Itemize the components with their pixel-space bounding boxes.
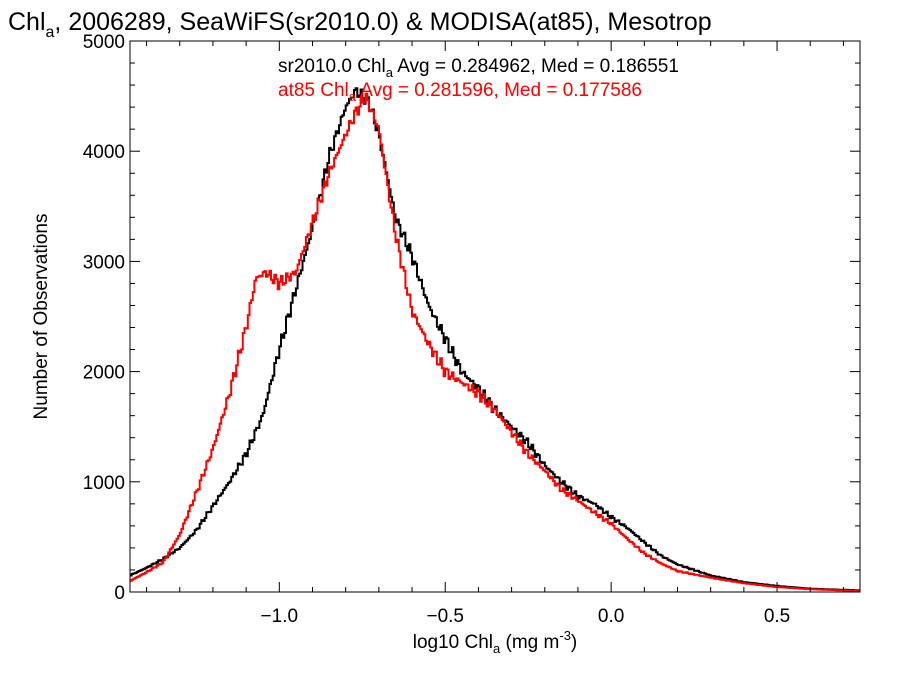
x-tick-label: 0.5 [764,606,790,627]
plot-frame [129,40,861,593]
x-axis-label-suffix: ) [571,632,577,653]
chart-title-prefix: Chl [8,8,46,36]
annotation-at85-subscript: a [349,89,357,104]
x-axis: −1.0 −0.5 0.0 0.5 [146,41,844,627]
chart-title: Chla, 2006289, SeaWiFS(sr2010.0) & MODIS… [8,8,712,41]
y-tick-label: 3000 [83,252,125,273]
annotation-sr2010-prefix: sr2010.0 Chl [278,56,386,77]
annotation-sr2010-subscript: a [386,65,394,80]
x-tick-label: 0.0 [598,606,624,627]
x-tick-label: −1.0 [261,606,299,627]
y-tick-label: 2000 [83,363,125,384]
annotation-at85-rest: Avg = 0.281596, Med = 0.177586 [356,80,642,101]
y-tick-label: 0 [114,583,125,604]
series-line-1 [130,92,860,592]
series-line-0 [130,87,860,592]
annotation-sr2010-rest: Avg = 0.284962, Med = 0.186551 [393,56,679,77]
annotation-sr2010: sr2010.0 Chla Avg = 0.284962, Med = 0.18… [278,56,679,80]
chart-title-subscript: a [46,24,55,41]
x-axis-label: log10 Chla (mg m-3) [413,628,578,656]
y-tick-label: 4000 [83,142,125,163]
annotation-at85: at85 Chla Avg = 0.281596, Med = 0.177586 [278,80,642,104]
x-tick-label: −0.5 [426,606,464,627]
x-axis-label-superscript: -3 [559,628,571,643]
x-axis-label-subscript: a [493,641,501,656]
y-tick-label: 5000 [83,32,125,53]
chart-title-rest: , 2006289, SeaWiFS(sr2010.0) & MODISA(at… [54,8,711,36]
annotation-at85-prefix: at85 Chl [278,80,349,101]
y-axis-label: Number of Observations [31,214,52,420]
x-axis-label-prefix: log10 Chl [413,632,493,653]
y-axis: 0 1000 2000 3000 4000 5000 [83,32,860,604]
x-axis-label-mid: (mg m [500,632,559,653]
y-tick-label: 1000 [83,473,125,494]
series-layer [130,87,860,592]
